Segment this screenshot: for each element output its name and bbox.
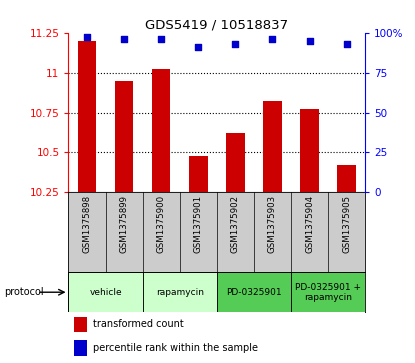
- Bar: [143, 272, 217, 312]
- Bar: [300, 109, 319, 192]
- Point: [84, 34, 90, 40]
- Point: [121, 36, 127, 42]
- Text: PD-0325901: PD-0325901: [226, 288, 282, 297]
- Bar: [115, 81, 133, 192]
- Bar: [263, 101, 282, 192]
- Text: rapamycin: rapamycin: [156, 288, 204, 297]
- Point: [195, 44, 202, 50]
- Text: transformed count: transformed count: [93, 319, 183, 330]
- Text: GSM1375899: GSM1375899: [120, 195, 129, 253]
- Text: GSM1375904: GSM1375904: [305, 195, 314, 253]
- Bar: [74, 317, 87, 332]
- Text: vehicle: vehicle: [89, 288, 122, 297]
- Bar: [152, 69, 171, 192]
- Text: protocol: protocol: [4, 287, 44, 297]
- Text: GSM1375905: GSM1375905: [342, 195, 351, 253]
- Bar: [74, 340, 87, 356]
- Point: [232, 41, 239, 47]
- Text: percentile rank within the sample: percentile rank within the sample: [93, 343, 258, 353]
- Bar: [291, 272, 365, 312]
- Text: GSM1375902: GSM1375902: [231, 195, 240, 253]
- Bar: [337, 165, 356, 192]
- Text: PD-0325901 +
rapamycin: PD-0325901 + rapamycin: [295, 282, 361, 302]
- Point: [158, 36, 164, 42]
- Text: GSM1375901: GSM1375901: [194, 195, 203, 253]
- Bar: [189, 156, 208, 192]
- Text: GSM1375903: GSM1375903: [268, 195, 277, 253]
- Title: GDS5419 / 10518837: GDS5419 / 10518837: [145, 19, 288, 32]
- Point: [306, 38, 313, 44]
- Text: GSM1375900: GSM1375900: [157, 195, 166, 253]
- Point: [269, 36, 276, 42]
- Bar: [217, 272, 291, 312]
- Bar: [226, 133, 245, 192]
- Bar: [68, 272, 143, 312]
- Bar: [78, 41, 96, 192]
- Text: GSM1375898: GSM1375898: [83, 195, 92, 253]
- Point: [343, 41, 350, 47]
